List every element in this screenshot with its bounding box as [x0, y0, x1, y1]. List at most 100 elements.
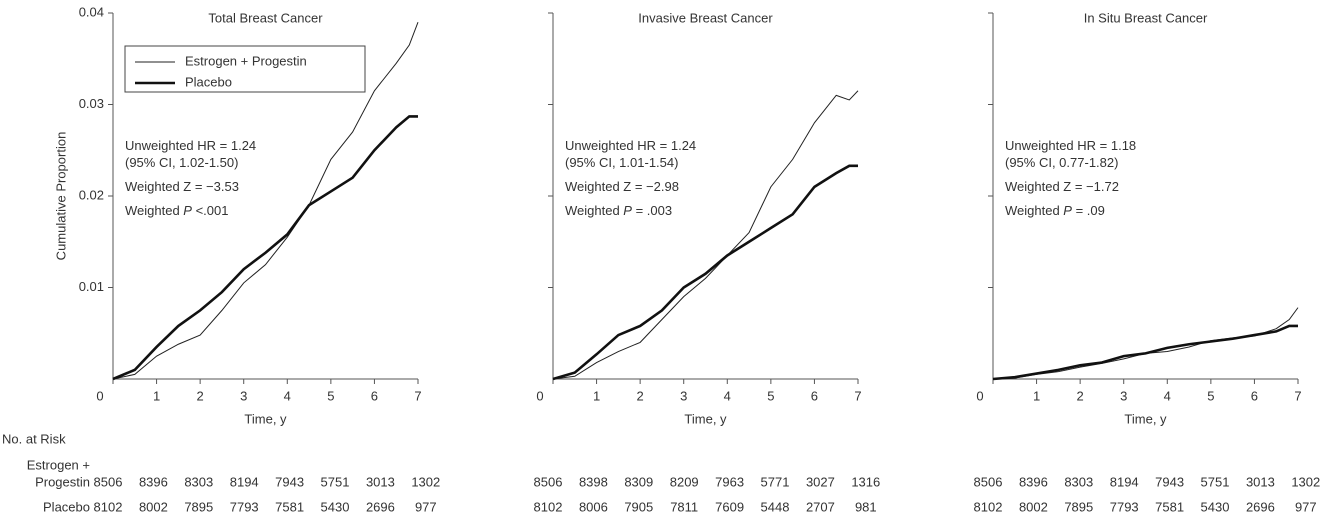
x-tick-label: 4: [724, 388, 731, 403]
annotation-part: P: [623, 203, 632, 218]
y-tick-label: 0.04: [79, 4, 104, 19]
x-tick-label: 3: [680, 388, 687, 403]
risk-count: 3027: [806, 474, 835, 489]
y-tick-label: 0.02: [79, 187, 104, 202]
annotation: Unweighted HR = 1.24: [565, 138, 696, 153]
curve: [992, 324, 1298, 381]
x-tick-label: 4: [284, 388, 291, 403]
annotation: Weighted Z = −1.72: [1005, 179, 1119, 194]
x-tick-label: 4: [1164, 388, 1171, 403]
annotation-part: Unweighted HR = 1.24: [125, 138, 256, 153]
legend-box: [124, 45, 366, 93]
risk-count: 5430: [1201, 499, 1230, 514]
annotation-part: Weighted Z = −1.72: [1005, 179, 1119, 194]
risk-count: 5448: [761, 499, 790, 514]
risk-count: 2696: [1246, 499, 1275, 514]
x-tick-label: 7: [854, 388, 861, 403]
annotation: Weighted P = .09: [1005, 203, 1105, 218]
legend-label: Placebo: [185, 74, 232, 89]
annotation: Unweighted HR = 1.24: [125, 138, 256, 153]
annotation-part: <.001: [192, 203, 229, 218]
x-tick-label: 2: [1077, 388, 1084, 403]
annotation-part: Weighted: [565, 203, 623, 218]
risk-count: 8102: [974, 499, 1003, 514]
annotation-part: P: [183, 203, 192, 218]
annotation-part: = .003: [632, 203, 672, 218]
risk-row-label: Estrogen +: [27, 457, 90, 472]
x-tick-label: 0: [96, 388, 103, 403]
panel-title: Total Breast Cancer: [208, 10, 323, 25]
risk-count: 8194: [1110, 474, 1139, 489]
risk-count: 981: [855, 499, 877, 514]
risk-count: 8398: [579, 474, 608, 489]
annotation-part: (95% CI, 0.77-1.82): [1005, 155, 1118, 170]
annotation-part: (95% CI, 1.01-1.54): [565, 155, 678, 170]
x-tick-label: 5: [1207, 388, 1214, 403]
risk-count: 1302: [1291, 474, 1320, 489]
annotation-part: = .09: [1072, 203, 1105, 218]
risk-count: 7581: [275, 499, 304, 514]
risk-count: 7793: [1110, 499, 1139, 514]
x-tick-label: 0: [536, 388, 543, 403]
x-tick-label: 6: [811, 388, 818, 403]
risk-count: 8309: [624, 474, 653, 489]
risk-count: 8396: [1019, 474, 1048, 489]
risk-count: 8506: [974, 474, 1003, 489]
risk-count: 8506: [94, 474, 123, 489]
x-tick-label: 5: [767, 388, 774, 403]
risk-count: 3013: [1246, 474, 1275, 489]
annotation: Weighted P = .003: [565, 203, 672, 218]
x-tick-label: 5: [327, 388, 334, 403]
risk-count: 8102: [94, 499, 123, 514]
curve: [112, 21, 419, 380]
risk-count: 7581: [1155, 499, 1184, 514]
x-tick-label: 6: [1251, 388, 1258, 403]
risk-count: 7905: [624, 499, 653, 514]
annotation: Unweighted HR = 1.18: [1005, 138, 1136, 153]
risk-count: 8506: [534, 474, 563, 489]
x-tick-label: 7: [1294, 388, 1301, 403]
annotation: (95% CI, 1.02-1.50): [125, 155, 238, 170]
annotation-part: Weighted Z = −3.53: [125, 179, 239, 194]
risk-count: 1316: [851, 474, 880, 489]
curve: [552, 90, 859, 380]
x-tick-label: 2: [197, 388, 204, 403]
x-tick-label: 1: [153, 388, 160, 403]
risk-count: 2707: [806, 499, 835, 514]
risk-count: 5771: [761, 474, 790, 489]
annotation: Weighted Z = −3.53: [125, 179, 239, 194]
x-tick-label: 2: [637, 388, 644, 403]
annotation: (95% CI, 1.01-1.54): [565, 155, 678, 170]
risk-count: 8102: [534, 499, 563, 514]
x-axis-label: Time, y: [684, 411, 727, 426]
annotation: Weighted Z = −2.98: [565, 179, 679, 194]
risk-row-label: Placebo: [43, 499, 90, 514]
annotation-part: Weighted: [1005, 203, 1063, 218]
risk-count: 5751: [321, 474, 350, 489]
legend-label: Estrogen + Progestin: [185, 53, 307, 68]
risk-count: 8303: [184, 474, 213, 489]
risk-count: 8006: [579, 499, 608, 514]
risk-count: 977: [1295, 499, 1317, 514]
risk-row-label: Progestin: [35, 474, 90, 489]
curve: [552, 164, 858, 381]
risk-count: 2696: [366, 499, 395, 514]
risk-count: 8396: [139, 474, 168, 489]
risk-count: 7943: [275, 474, 304, 489]
risk-count: 8303: [1064, 474, 1093, 489]
risk-count: 7895: [1064, 499, 1093, 514]
annotation-part: Unweighted HR = 1.24: [565, 138, 696, 153]
panel-title: In Situ Breast Cancer: [1084, 10, 1208, 25]
risk-count: 7963: [715, 474, 744, 489]
annotation: Weighted P <.001: [125, 203, 228, 218]
risk-count: 7895: [184, 499, 213, 514]
curve: [112, 115, 418, 381]
annotation-part: Unweighted HR = 1.18: [1005, 138, 1136, 153]
risk-count: 3013: [366, 474, 395, 489]
risk-count: 7811: [670, 499, 698, 514]
curve: [992, 307, 1299, 380]
panel-title: Invasive Breast Cancer: [638, 10, 773, 25]
x-axis-label: Time, y: [244, 411, 287, 426]
risk-count: 977: [415, 499, 437, 514]
